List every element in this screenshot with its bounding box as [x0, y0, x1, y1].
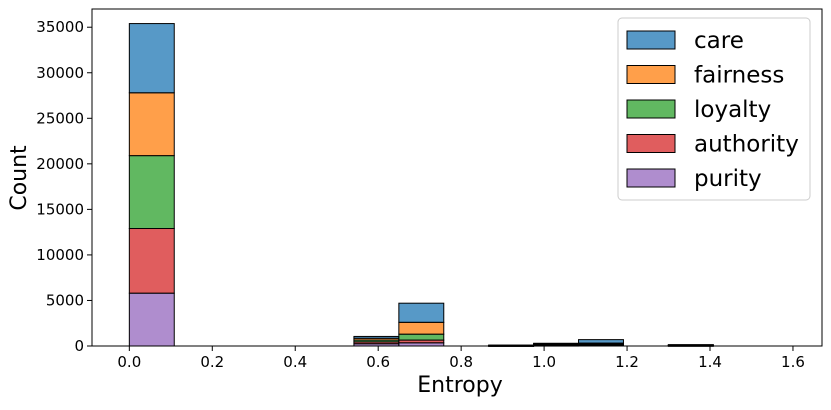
bar-care-bin-0	[128, 23, 175, 94]
x-tick-label: 1.4	[698, 353, 722, 371]
x-axis-title: Entropy	[417, 373, 502, 398]
bar-care-bin-5	[353, 335, 400, 339]
legend-swatch-purity	[626, 168, 676, 188]
y-axis: 0 5000 10000 15000 20000 25000 30000 35000	[36, 18, 92, 355]
x-tick-label: 0.8	[449, 353, 473, 371]
y-tick-label: 0	[74, 337, 84, 355]
x-tick-label: 0.2	[200, 353, 224, 371]
y-tick-label: 25000	[36, 109, 84, 127]
legend-label-loyalty: loyalty	[694, 97, 771, 123]
bar-care-bin-9	[533, 342, 580, 345]
bar-fairness-bin-6	[398, 321, 445, 335]
y-tick-label: 5000	[46, 291, 84, 309]
bar-purity-bin-0	[128, 292, 175, 347]
x-tick-label: 0.4	[283, 353, 307, 371]
x-tick-label: 1.6	[781, 353, 805, 371]
y-tick-label: 15000	[36, 200, 84, 218]
legend-label-authority: authority	[694, 132, 799, 158]
legend: care fairness loyalty authority purity	[617, 17, 811, 201]
bars-layer	[128, 23, 714, 347]
y-axis-title: Count	[7, 145, 32, 211]
bar-loyalty-bin-6	[398, 333, 445, 341]
y-tick-label: 10000	[36, 246, 84, 264]
y-tick-label: 20000	[36, 155, 84, 173]
legend-swatch-loyalty	[626, 99, 676, 119]
bar-authority-bin-0	[128, 228, 175, 294]
x-tick-label: 0.6	[366, 353, 390, 371]
y-tick-label: 35000	[36, 18, 84, 36]
bar-fairness-bin-0	[128, 92, 175, 157]
bar-care-bin-12	[667, 344, 714, 346]
bar-loyalty-bin-0	[128, 155, 175, 230]
legend-box	[617, 17, 811, 201]
x-tick-label: 1.2	[615, 353, 639, 371]
x-tick-label: 1.0	[532, 353, 556, 371]
legend-label-purity: purity	[694, 166, 762, 192]
legend-swatch-care	[626, 30, 676, 50]
x-tick-label: 0.0	[117, 353, 141, 371]
bar-care-bin-6	[398, 302, 445, 323]
legend-swatch-fairness	[626, 65, 676, 84]
legend-swatch-authority	[626, 134, 676, 153]
legend-label-care: care	[694, 28, 744, 54]
y-tick-label: 30000	[36, 64, 84, 82]
legend-label-fairness: fairness	[694, 63, 784, 89]
x-axis: 0.0 0.2 0.4 0.6 0.8 1.0 1.2 1.4 1.6	[117, 346, 805, 371]
bar-care-bin-10	[578, 339, 624, 344]
plot-frame	[91, 8, 823, 347]
